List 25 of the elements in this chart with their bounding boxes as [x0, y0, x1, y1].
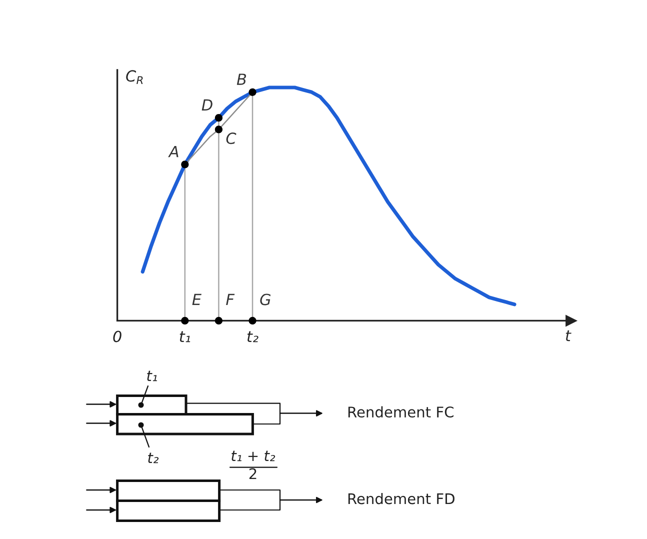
- point: [214, 126, 223, 134]
- y-axis-title: C$_{R}$: [126, 70, 143, 84]
- x-tick-label: 0: [113, 330, 122, 342]
- series-label: C: [226, 132, 236, 144]
- text: 2: [249, 468, 256, 480]
- series-label: A: [168, 146, 178, 158]
- x-axis-title: t: [566, 330, 572, 342]
- series-label: G: [260, 294, 271, 306]
- point: [181, 316, 189, 325]
- series-label: F: [226, 294, 235, 306]
- point: [214, 114, 223, 122]
- point: [214, 316, 223, 325]
- x-tick-label: t₂: [247, 331, 258, 342]
- series-label: B: [236, 74, 246, 85]
- series-label: E: [192, 294, 202, 306]
- text: t₂: [148, 452, 159, 464]
- text: Rendement FC: [348, 406, 454, 418]
- text: t₁: [147, 370, 157, 382]
- text: Rendement FD: [348, 492, 454, 504]
- text: t₁ + t₂: [232, 450, 276, 462]
- series-label: D: [202, 99, 212, 110]
- x-tick-label: t₁: [180, 331, 190, 342]
- point: [248, 316, 256, 325]
- point: [248, 88, 256, 96]
- point: [181, 160, 189, 168]
